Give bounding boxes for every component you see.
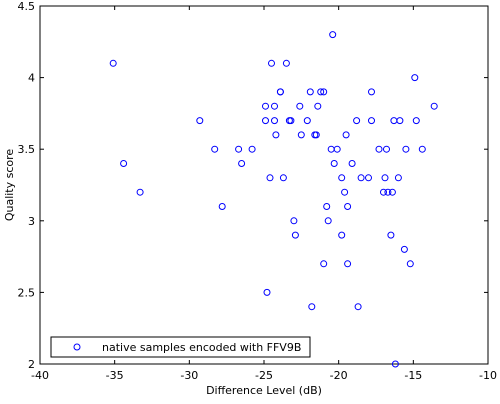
data-point xyxy=(306,88,314,96)
data-point xyxy=(276,88,284,96)
y-tick-label: 4.5 xyxy=(18,0,36,13)
y-axis-label: Quality score xyxy=(3,149,16,222)
data-point xyxy=(368,117,375,125)
data-point xyxy=(330,160,338,167)
data-point xyxy=(297,131,305,139)
x-tick-label: -25 xyxy=(255,369,273,382)
data-point xyxy=(282,59,290,67)
data-point xyxy=(388,188,396,196)
y-tick-label: 3.5 xyxy=(18,143,36,156)
y-tick-label: 2 xyxy=(28,358,35,371)
data-point xyxy=(384,188,392,196)
data-point xyxy=(120,160,128,167)
data-point xyxy=(354,303,362,311)
y-tick-label: 3 xyxy=(28,215,35,228)
data-point xyxy=(272,131,280,139)
data-point xyxy=(235,145,243,153)
data-point xyxy=(238,160,246,167)
data-point xyxy=(279,174,287,182)
data-point xyxy=(391,360,399,368)
data-point xyxy=(248,145,256,153)
data-points xyxy=(109,31,438,368)
data-point xyxy=(271,117,278,125)
axis-ticks: -40 -35 -30 -25 -20 -15 -10 2 2.5 3 3.5 4 4.5 xyxy=(18,0,497,382)
data-point xyxy=(303,117,311,125)
data-point xyxy=(402,145,410,153)
data-point xyxy=(394,174,402,182)
x-tick-label: -20 xyxy=(330,369,348,382)
data-point xyxy=(317,88,325,96)
data-point xyxy=(136,188,144,196)
data-point xyxy=(383,145,390,153)
data-point xyxy=(338,174,346,182)
data-point xyxy=(396,117,404,125)
data-point xyxy=(344,203,352,210)
data-point xyxy=(308,303,316,311)
data-point xyxy=(411,74,419,82)
data-point xyxy=(291,231,299,239)
data-point xyxy=(262,102,269,110)
data-point xyxy=(406,260,414,268)
data-point xyxy=(296,102,304,110)
data-point xyxy=(365,174,372,182)
data-point xyxy=(218,203,226,210)
data-point xyxy=(314,102,322,110)
data-point xyxy=(109,59,117,67)
data-point xyxy=(342,131,350,139)
data-point xyxy=(344,260,352,268)
x-tick-label: -10 xyxy=(479,369,497,382)
data-point xyxy=(320,260,328,268)
data-point xyxy=(357,174,365,182)
data-point xyxy=(196,117,204,125)
x-tick-label: -30 xyxy=(180,369,198,382)
data-point xyxy=(287,117,295,125)
data-point xyxy=(380,188,387,196)
legend-label: native samples encoded with FFV9B xyxy=(102,341,301,354)
legend-box xyxy=(50,336,311,358)
data-point xyxy=(400,245,408,253)
data-point xyxy=(312,131,320,139)
data-point xyxy=(268,59,275,67)
x-tick-label: -35 xyxy=(106,369,124,382)
data-point xyxy=(430,102,438,110)
data-point xyxy=(368,88,375,96)
data-point xyxy=(348,160,356,167)
data-point xyxy=(353,117,361,125)
x-tick-label: -15 xyxy=(404,369,422,382)
data-point xyxy=(262,117,269,125)
data-point xyxy=(266,174,274,182)
legend: native samples encoded with FFV9B xyxy=(50,336,311,358)
data-point xyxy=(387,231,395,239)
data-point xyxy=(324,217,332,225)
data-point xyxy=(338,231,346,239)
data-point xyxy=(333,145,341,153)
data-point xyxy=(263,288,271,296)
data-point xyxy=(290,217,298,225)
data-point xyxy=(211,145,219,153)
y-tick-label: 4 xyxy=(28,72,35,85)
data-point xyxy=(381,174,389,182)
data-point xyxy=(412,117,420,125)
x-tick-label: -40 xyxy=(31,369,49,382)
data-point xyxy=(323,203,331,210)
data-point xyxy=(320,88,328,96)
legend-marker xyxy=(73,343,81,351)
data-point xyxy=(418,145,426,153)
y-tick-label: 2.5 xyxy=(18,286,36,299)
data-point xyxy=(329,31,337,39)
x-axis-label: Difference Level (dB) xyxy=(206,384,322,397)
data-point xyxy=(375,145,383,153)
data-point xyxy=(341,188,349,196)
data-point xyxy=(271,102,278,110)
plot-area xyxy=(39,5,489,365)
